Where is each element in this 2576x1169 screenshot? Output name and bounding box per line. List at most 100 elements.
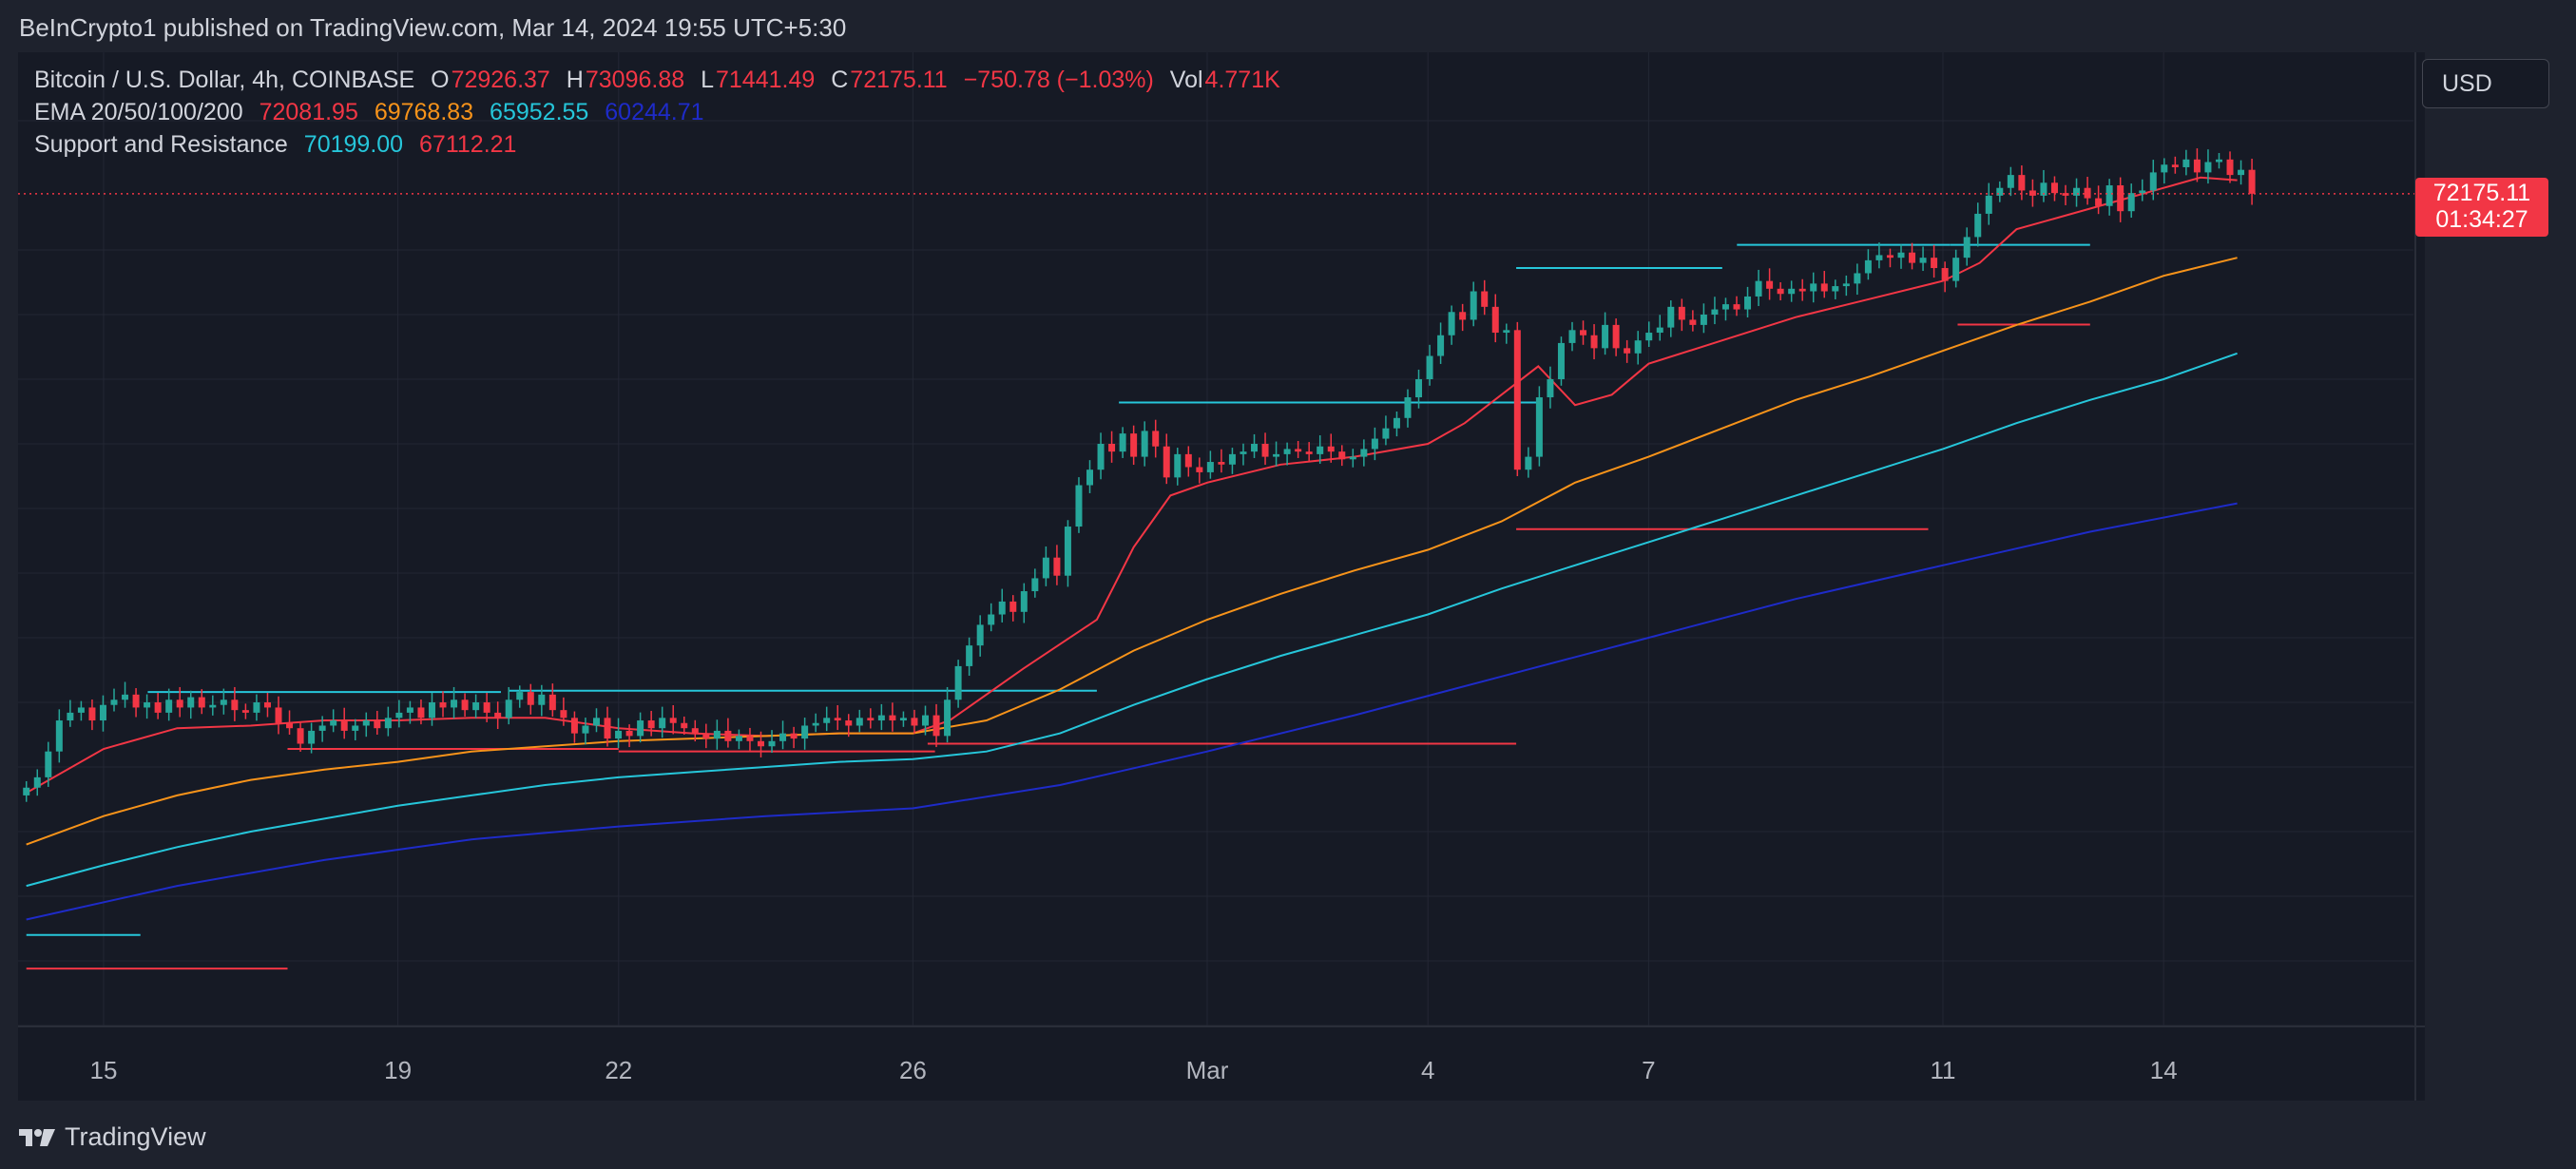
candle-body	[2215, 159, 2222, 163]
candle	[384, 706, 392, 737]
candle-body	[998, 601, 1006, 615]
ema100-value: 65952.55	[490, 99, 589, 125]
candle-body	[1897, 252, 1905, 259]
candle-body	[1909, 252, 1916, 263]
candle-body	[1426, 355, 1433, 379]
candle-body	[428, 702, 435, 719]
candle-body	[1886, 255, 1894, 259]
candle-body	[2171, 164, 2179, 167]
candle	[187, 690, 195, 719]
candle	[461, 693, 469, 717]
candle	[1897, 244, 1905, 269]
price-chart[interactable]: 75000.0070000.0067500.0065000.0062500.00…	[18, 52, 2425, 1101]
candle	[67, 699, 74, 727]
candle-body	[461, 699, 469, 711]
volume-value: 4.771K	[1204, 67, 1280, 93]
candle-body	[1360, 449, 1368, 457]
candle-body	[220, 699, 227, 705]
candle	[681, 716, 688, 735]
candle	[527, 683, 534, 715]
candle	[406, 700, 413, 724]
low-label: L	[701, 67, 714, 93]
candle	[2171, 156, 2179, 174]
candle	[669, 704, 677, 735]
candle	[1788, 280, 1796, 302]
candle	[1909, 242, 1916, 270]
candle	[144, 694, 151, 719]
candle-body	[966, 645, 973, 666]
candle	[231, 686, 239, 721]
ema-layer	[26, 176, 2238, 921]
candle-body	[582, 725, 589, 734]
candle	[1163, 433, 1170, 485]
candle-body	[439, 702, 447, 708]
candle-body	[1974, 213, 1982, 238]
candle	[1360, 439, 1368, 467]
candle	[1184, 446, 1192, 477]
chart-frame[interactable]: 75000.0070000.0067500.0065000.0062500.00…	[18, 52, 2425, 1101]
candle-body	[1042, 557, 1049, 579]
candle-body	[2084, 187, 2091, 199]
candle-body	[2117, 185, 2124, 212]
candle	[2007, 166, 2014, 197]
candle-body	[1777, 288, 1784, 295]
candle-body	[560, 710, 567, 719]
candle-body	[2073, 187, 2081, 196]
candle	[2062, 184, 2069, 205]
open-label: O	[431, 67, 450, 93]
candle	[801, 718, 809, 750]
candle	[516, 685, 524, 708]
candle-body	[1875, 255, 1883, 260]
candle-body	[187, 697, 195, 708]
tradingview-brand[interactable]: TradingView	[65, 1122, 206, 1151]
candle	[592, 708, 600, 733]
bar-countdown: 01:34:27	[2435, 206, 2528, 233]
candle	[1963, 227, 1970, 266]
candle-body	[899, 718, 907, 721]
candle	[1042, 546, 1049, 586]
candle	[2040, 169, 2047, 202]
ema-label[interactable]: EMA 20/50/100/200	[34, 99, 243, 125]
candle-body	[911, 718, 918, 726]
candle	[570, 711, 578, 743]
candle-body	[1755, 280, 1762, 297]
candle-body	[2193, 159, 2201, 173]
candle	[1415, 369, 1423, 409]
candle	[318, 716, 326, 742]
candle-body	[308, 730, 316, 744]
candle	[1218, 449, 1225, 473]
candle	[1086, 460, 1094, 493]
currency-button[interactable]: USD	[2422, 59, 2549, 108]
candle	[1766, 268, 1774, 300]
candle-body	[1393, 417, 1400, 429]
candle-body	[55, 720, 63, 752]
ema20-line	[26, 176, 2238, 795]
candle	[1349, 449, 1356, 468]
candle	[275, 696, 282, 735]
candle-body	[384, 718, 392, 729]
candle-body	[1228, 453, 1236, 465]
candle	[110, 688, 118, 712]
candle-body	[659, 718, 666, 729]
candle	[2127, 183, 2135, 218]
candle-body	[976, 624, 984, 646]
candle-body	[1152, 431, 1160, 447]
candle-body	[2161, 164, 2168, 173]
candle	[2117, 177, 2124, 222]
candle-body	[1744, 296, 1752, 310]
ema200-value: 60244.71	[605, 99, 704, 125]
candle	[1031, 568, 1039, 598]
candle-body	[340, 720, 348, 731]
candle	[1820, 271, 1828, 298]
candle	[2073, 178, 2081, 207]
candle	[1656, 315, 1663, 341]
x-tick-label: 15	[90, 1056, 118, 1084]
candle-body	[1513, 330, 1521, 470]
candle-body	[867, 718, 875, 721]
sr-label[interactable]: Support and Resistance	[34, 131, 288, 158]
candle-body	[88, 707, 96, 721]
grid	[18, 52, 2413, 1026]
symbol-label[interactable]: Bitcoin / U.S. Dollar, 4h, COINBASE	[34, 67, 415, 93]
high-value: 73096.88	[585, 67, 685, 93]
candle-body	[144, 702, 151, 708]
